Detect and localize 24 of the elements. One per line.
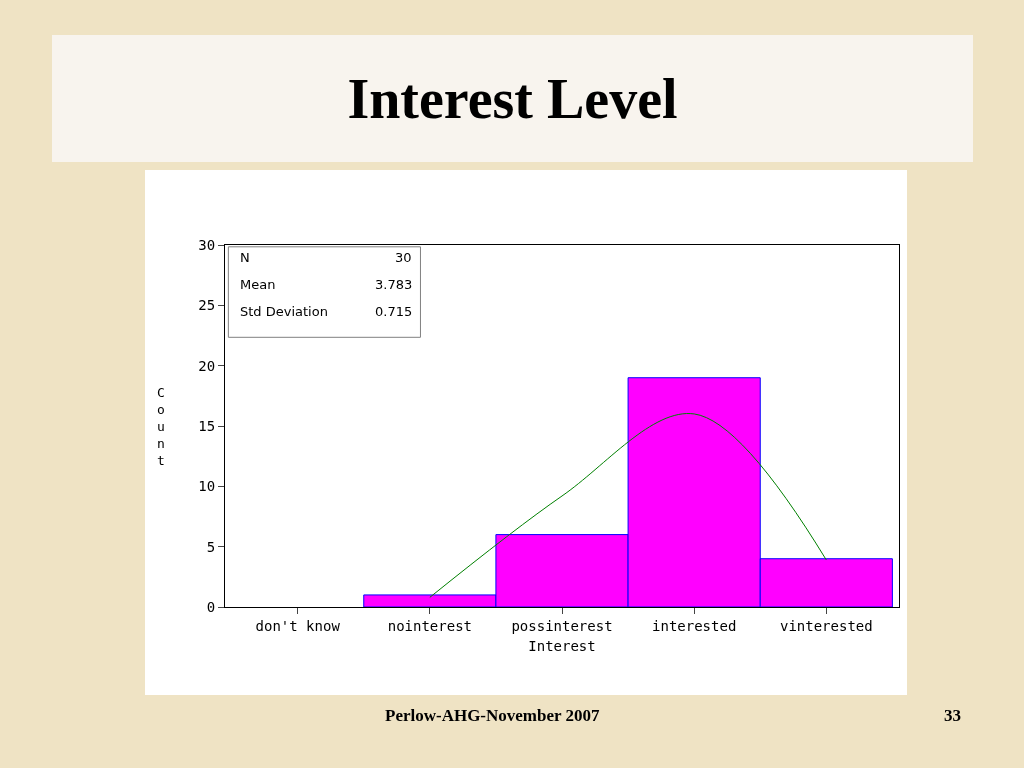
x-tick-label: possinterest bbox=[511, 617, 613, 634]
y-axis-title: Count bbox=[157, 385, 165, 468]
x-tick-label: nointerest bbox=[387, 617, 472, 634]
y-tick-label: 15 bbox=[198, 417, 216, 434]
annotation: Std Deviation bbox=[240, 304, 328, 319]
annotation: 30 bbox=[395, 250, 412, 265]
x-tick-label: vinterested bbox=[779, 617, 873, 634]
text: Perlow-AHG-November 2007 bbox=[385, 706, 600, 726]
chart-title: Interest Level bbox=[347, 66, 678, 131]
x-axis-title: Interest bbox=[528, 638, 596, 655]
line-series bbox=[429, 413, 827, 598]
y-tick-label: 5 bbox=[206, 538, 216, 555]
y-tick-label: 25 bbox=[198, 297, 216, 314]
annotation: Mean bbox=[240, 277, 276, 292]
y-tick-label: 0 bbox=[206, 598, 216, 615]
annotation: N bbox=[240, 250, 250, 265]
y-tick-label: 20 bbox=[198, 357, 216, 374]
y-tick-label: 30 bbox=[198, 236, 216, 253]
text: 33 bbox=[944, 706, 961, 726]
x-tick-label: interested bbox=[652, 617, 737, 634]
y-tick-label: 10 bbox=[198, 478, 216, 495]
x-tick-label: don't know bbox=[255, 617, 341, 634]
annotation: 3.783 bbox=[375, 277, 413, 292]
annotation: 0.715 bbox=[375, 304, 413, 319]
